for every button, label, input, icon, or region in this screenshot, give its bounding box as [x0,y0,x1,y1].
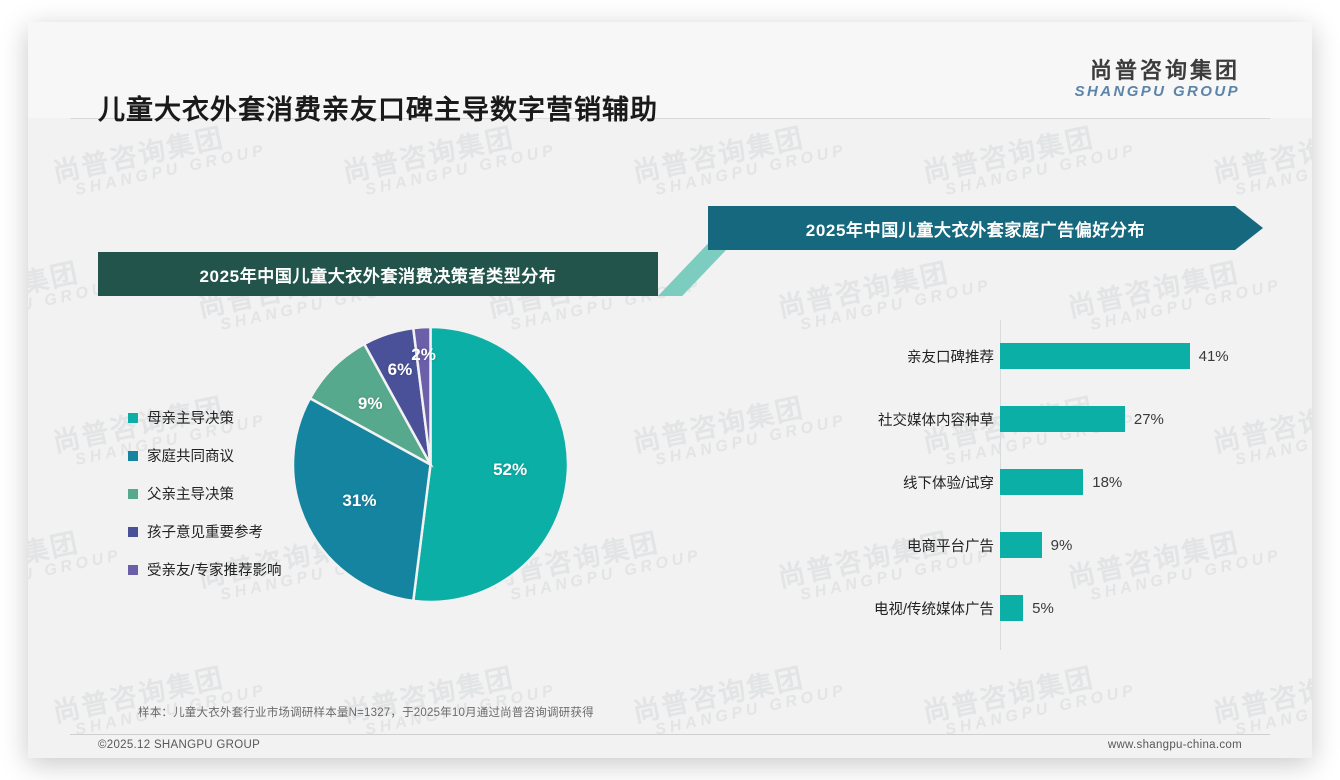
legend-item-label: 孩子意见重要参考 [147,525,263,541]
footer-bar: ©2025.12 SHANGPU GROUP www.shangpu-china… [28,735,1312,758]
bar-category-label: 亲友口碑推荐 [907,349,994,366]
bar-track: 9% [1000,532,1268,558]
source-note: 样本：儿童大衣外套行业市场调研样本量N=1327，于2025年10月通过尚普咨询… [138,707,594,719]
bar-value-label: 18% [1092,473,1123,491]
legend-item[interactable]: 受亲友/专家推荐影响 [128,559,282,580]
pie-slice-value: 31% [342,490,377,510]
bar-chart-row[interactable]: 亲友口碑推荐 41% [728,343,1268,369]
bar-track: 18% [1000,469,1268,495]
pie-chart-panel: 母亲主导决策 家庭共同商议 父亲主导决策孩子意见重要参考受亲友/专家推荐影响 52%… [98,322,658,652]
banner-right-label: 2025年中国儿童大衣外套家庭广告偏好分布 [805,220,1146,240]
legend-swatch-icon [128,564,138,575]
bar-category-label: 电商平台广告 [907,538,994,555]
logo-text-en: SHANGPU GROUP [1074,83,1240,101]
bar-fill[interactable] [1000,406,1125,432]
footer-copyright: ©2025.12 SHANGPU GROUP [98,739,261,751]
bar-fill[interactable] [1000,343,1190,369]
banner-left-label: 2025年中国儿童大衣外套消费决策者类型分布 [199,266,557,286]
brand-logo: 尚普咨询集团 SHANGPU GROUP [1075,58,1240,101]
logo-text-cn: 尚普咨询集团 [1089,58,1240,83]
bar-fill[interactable] [1000,595,1024,621]
bar-category-label: 电视/传统媒体广告 [873,601,994,618]
pie-slice[interactable] [411,325,432,465]
header-bar [28,22,1312,118]
bar-value-label: 5% [1032,599,1054,617]
bar-chart-row[interactable]: 电视/传统媒体广告 5% [728,595,1268,621]
bar-chart-panel: 亲友口碑推荐 41% 社交媒体内容种草 27% 线下体验/试穿 18% 电商平台广告 9% 电视… [728,312,1268,662]
legend-item-label: 家庭共同商议 [147,449,234,465]
legend-item-label: 父亲主导决策 [147,487,234,503]
pie-slice-value: 52% [493,459,528,479]
pie-slice-value: 9% [357,394,383,414]
legend-swatch-icon [128,450,138,461]
pie-slice-value: 2% [411,344,436,364]
legend-item-label: 受亲友/专家推荐影响 [147,563,282,579]
bar-track: 5% [1000,595,1268,621]
slide-canvas: 尚普咨询集团 SHANGPU GROUP 尚普咨询集团 SHANGPU GROUP 尚普… [28,22,1312,758]
pie-svg [291,325,570,604]
bar-chart-row[interactable]: 社交媒体内容种草 27% [728,406,1268,432]
legend-swatch-icon [128,526,138,537]
legend-item-label: 母亲主导决策 [147,411,234,427]
bar-chart-row[interactable]: 电商平台广告 9% [728,532,1268,558]
bar-value-label: 9% [1050,536,1073,554]
section-banners: 2025年中国儿童大衣外套消费决策者类型分布 2025年中国儿童大衣外套家庭广告… [28,182,1312,312]
legend-item[interactable]: 母亲主导决策 [128,407,282,428]
pie-chart: 52% 31% 9% 6% 2% [291,325,570,604]
chart-title-banner-right: 2025年中国儿童大衣外套家庭广告偏好分布 [708,206,1263,250]
legend-swatch-icon [128,412,138,423]
bar-chart-row[interactable]: 线下体验/试穿 18% [728,469,1268,495]
legend-item[interactable]: 孩子意见重要参考 [128,521,282,542]
bar-fill[interactable] [1000,469,1084,495]
bar-value-label: 41% [1198,347,1229,365]
chart-title-banner-left: 2025年中国儿童大衣外套消费决策者类型分布 [98,252,658,296]
bar-track: 41% [1000,343,1268,369]
bar-track: 27% [1000,406,1268,432]
legend-item[interactable]: 父亲主导决策 [128,483,282,504]
bar-category-label: 线下体验/试穿 [902,475,994,492]
bar-value-label: 27% [1133,410,1164,428]
legend-item[interactable]: 家庭共同商议 [128,445,282,466]
pie-slice[interactable] [291,396,432,603]
legend-swatch-icon [128,488,138,499]
page-title: 儿童大衣外套消费亲友口碑主导数字营销辅助 [98,95,658,125]
bar-category-label: 社交媒体内容种草 [878,412,994,429]
header-divider [70,118,1270,119]
bar-fill[interactable] [1000,532,1042,558]
footer-website: www.shangpu-china.com [1107,739,1242,751]
pie-legend: 母亲主导决策 家庭共同商议 父亲主导决策孩子意见重要参考受亲友/专家推荐影响 [128,407,282,597]
pie-slice-value: 6% [387,360,413,380]
pie-slice[interactable] [411,325,570,604]
footer-divider [70,734,1270,735]
